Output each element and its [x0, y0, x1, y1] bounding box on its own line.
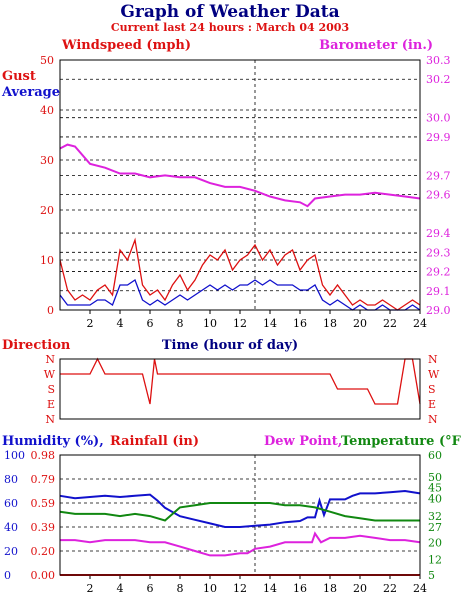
- direction-tick-left: E: [47, 398, 55, 411]
- time-tick-label: 10: [203, 582, 217, 595]
- humidity-tick-label: 60: [4, 497, 18, 510]
- time-tick-label: 2: [87, 582, 94, 595]
- time-tick-label: 6: [147, 582, 154, 595]
- series-barometer-line: [59, 143, 421, 208]
- temperature-tick-label: 45: [428, 482, 442, 495]
- time-tick-label: 10: [203, 317, 217, 330]
- rainfall-tick-label: 0.59: [31, 497, 56, 510]
- direction-tick-right: S: [428, 383, 436, 396]
- time-tick-label: 8: [177, 317, 184, 330]
- plot-frame: [59, 59, 421, 311]
- time-tick-label: 22: [383, 582, 397, 595]
- direction-label: Direction: [2, 338, 71, 353]
- humidity-tick-label: 80: [4, 473, 18, 486]
- windspeed-tick-label: 50: [40, 54, 54, 67]
- time-tick-label: 8: [177, 582, 184, 595]
- windspeed-tick-label: 30: [40, 154, 54, 167]
- gust-legend: Gust: [2, 69, 36, 84]
- time-axis-label: Time (hour of day): [162, 338, 298, 353]
- temperature-tick-label: 20: [428, 536, 442, 549]
- time-tick-label: 4: [117, 317, 124, 330]
- barometer-tick-label: 29.1: [426, 285, 451, 298]
- time-tick-label: 4: [117, 582, 124, 595]
- direction-tick-left: S: [47, 383, 55, 396]
- series-temperature-line: [59, 502, 420, 522]
- humidity-tick-label: 40: [4, 521, 18, 534]
- temperature-tick-label: 40: [428, 493, 442, 506]
- rainfall-label: Rainfall (in): [110, 434, 199, 449]
- temperature-label: Temperature (°F): [341, 434, 461, 449]
- time-tick-label: 22: [383, 317, 397, 330]
- temperature-tick-label: 5: [428, 569, 435, 582]
- time-tick-label: 6: [147, 317, 154, 330]
- series-direction-line: [60, 357, 421, 405]
- direction-tick-left: W: [44, 368, 56, 381]
- plot-frame: [59, 358, 421, 420]
- humidity-temperature-panel: 0 0.00 20 0.20 40 0.39 60 0.59 80 0.79 100 0.98 5 12 2…: [4, 449, 442, 595]
- direction-panel: N NW WS SE EN N: [44, 353, 440, 426]
- plot-frame: [59, 454, 421, 576]
- humidity-tick-label: 100: [4, 449, 25, 462]
- time-tick-label: 20: [353, 582, 367, 595]
- direction-tick-left: N: [45, 413, 55, 426]
- windspeed-label: Windspeed (mph): [61, 38, 191, 53]
- windspeed-tick-label: 40: [40, 104, 54, 117]
- rainfall-tick-label: 0.98: [31, 449, 56, 462]
- series-average-line: [59, 279, 421, 311]
- humidity-label: Humidity (%),: [2, 434, 104, 449]
- time-tick-label: 14: [263, 317, 277, 330]
- series-humidity-line: [59, 489, 421, 528]
- time-tick-label: 20: [353, 317, 367, 330]
- rainfall-tick-label: 0.20: [31, 545, 56, 558]
- barometer-tick-label: 29.9: [426, 131, 451, 144]
- direction-tick-left: N: [45, 353, 55, 366]
- time-tick-label: 24: [413, 317, 427, 330]
- barometer-tick-label: 29.3: [426, 246, 451, 259]
- time-tick-label: 18: [323, 582, 337, 595]
- time-tick-label: 18: [323, 317, 337, 330]
- barometer-tick-label: 30.0: [426, 112, 451, 125]
- temperature-tick-label: 50: [428, 471, 442, 484]
- chart-title: Graph of Weather Data: [120, 2, 339, 22]
- barometer-tick-label: 29.6: [426, 189, 451, 202]
- windspeed-tick-label: 10: [40, 254, 54, 267]
- windspeed-tick-label: 0: [47, 304, 54, 317]
- series-gust-line: [59, 237, 421, 311]
- direction-tick-right: E: [428, 398, 436, 411]
- barometer-tick-label: 29.2: [426, 266, 451, 279]
- temperature-tick-label: 32: [428, 510, 442, 523]
- temperature-tick-label: 27: [428, 521, 442, 534]
- dewpoint-label: Dew Point,: [264, 434, 342, 449]
- humidity-tick-label: 20: [4, 545, 18, 558]
- series-dew-point-line: [60, 531, 421, 557]
- barometer-tick-label: 29.4: [426, 227, 451, 240]
- average-legend: Average: [1, 85, 60, 100]
- barometer-tick-label: 30.2: [426, 73, 451, 86]
- barometer-tick-label: 29.0: [426, 304, 451, 317]
- time-tick-label: 12: [233, 582, 247, 595]
- rainfall-tick-label: 0.79: [31, 473, 56, 486]
- rainfall-tick-label: 0.00: [31, 569, 56, 582]
- windspeed-barometer-panel: 0 10 20 30 40 50 29.0 29.1 29.2 29.3 29.4 29.6 29.7 2…: [40, 54, 451, 330]
- direction-tick-right: N: [428, 413, 438, 426]
- barometer-tick-label: 30.3: [426, 54, 451, 67]
- time-tick-label: 16: [293, 317, 307, 330]
- direction-tick-right: W: [428, 368, 440, 381]
- barometer-tick-label: 29.7: [426, 169, 451, 182]
- time-tick-label: 24: [413, 582, 427, 595]
- time-tick-label: 2: [87, 317, 94, 330]
- time-tick-label: 14: [263, 582, 277, 595]
- humidity-tick-label: 0: [4, 569, 11, 582]
- time-tick-label: 16: [293, 582, 307, 595]
- temperature-tick-label: 60: [428, 449, 442, 462]
- rainfall-tick-label: 0.39: [31, 521, 56, 534]
- windspeed-tick-label: 20: [40, 204, 54, 217]
- barometer-label: Barometer (in.): [319, 38, 433, 53]
- time-tick-label: 12: [233, 317, 247, 330]
- direction-tick-right: N: [428, 353, 438, 366]
- temperature-tick-label: 12: [428, 554, 442, 567]
- chart-subtitle: Current last 24 hours : March 04 2003: [111, 21, 349, 34]
